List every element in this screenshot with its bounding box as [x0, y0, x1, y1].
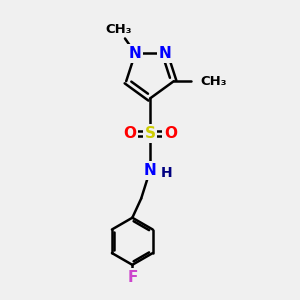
Text: CH₃: CH₃ — [200, 75, 227, 88]
Text: S: S — [145, 126, 155, 141]
Text: O: O — [123, 126, 136, 141]
Text: CH₃: CH₃ — [106, 23, 132, 36]
Text: H: H — [161, 166, 173, 180]
Text: N: N — [158, 46, 171, 61]
Text: N: N — [144, 163, 156, 178]
Text: N: N — [129, 46, 142, 61]
Text: O: O — [164, 126, 177, 141]
Text: F: F — [127, 270, 137, 285]
